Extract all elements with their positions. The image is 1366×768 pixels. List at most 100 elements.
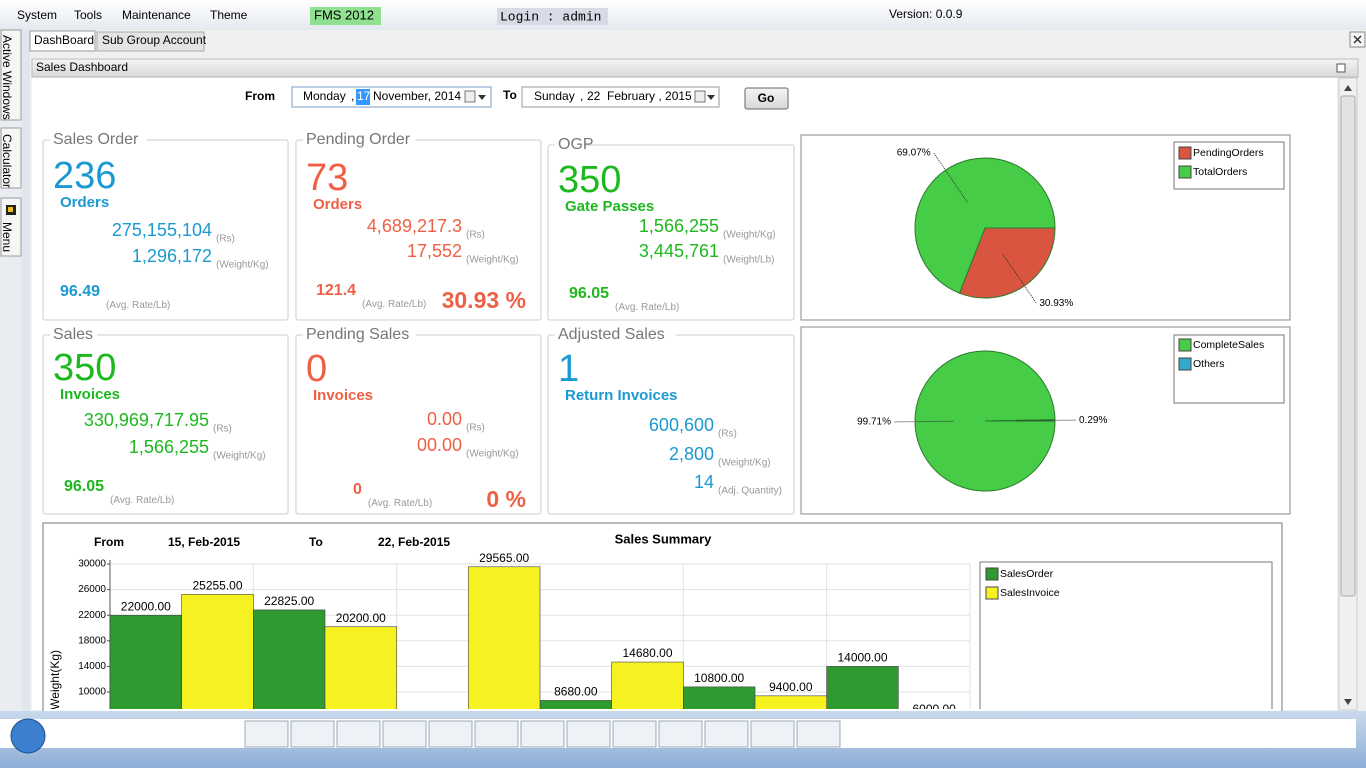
minimize-button[interactable] — [1337, 64, 1345, 72]
legend-swatch — [1179, 147, 1191, 159]
taskbar-button[interactable] — [613, 721, 656, 747]
taskbar-button[interactable] — [429, 721, 472, 747]
card-rate-value: 121.4 — [316, 282, 356, 299]
bar-value-label: 22000.00 — [121, 599, 171, 613]
card-count-label: Orders — [60, 194, 109, 211]
taskbar-button[interactable] — [291, 721, 334, 747]
taskbar-button[interactable] — [751, 721, 794, 747]
legend-swatch — [1179, 358, 1191, 370]
date-part[interactable]: , — [351, 89, 354, 103]
card-title: Pending Sales — [306, 326, 409, 343]
start-orb[interactable] — [11, 719, 45, 753]
legend-label: Others — [1193, 358, 1225, 370]
legend-swatch — [1179, 166, 1191, 178]
version: Version: 0.0.9 — [889, 7, 963, 21]
card-unit: (Rs) — [466, 423, 485, 434]
date-part[interactable]: 17 — [357, 89, 371, 103]
from-label: From — [245, 89, 275, 103]
bar-value-label: 14000.00 — [837, 651, 887, 665]
taskbar-button[interactable] — [475, 721, 518, 747]
legend-label: SalesInvoice — [1000, 587, 1060, 599]
taskbar-button[interactable] — [659, 721, 702, 747]
card-count: 350 — [558, 159, 621, 201]
pie-label: 30.93% — [1039, 298, 1073, 309]
taskbar-button[interactable] — [337, 721, 380, 747]
card-percent: 0 % — [486, 486, 526, 512]
tab-label[interactable]: Sub Group Account — [102, 33, 207, 47]
card-rate-unit: (Avg. Rate/Lb) — [615, 302, 679, 313]
date-part[interactable]: , — [580, 89, 583, 103]
y-tick-label: 30000 — [78, 559, 106, 570]
legend-swatch — [986, 587, 998, 599]
card-unit: (Rs) — [213, 424, 232, 435]
bar-value-label: 14680.00 — [622, 646, 672, 660]
card-value: 1,296,172 — [132, 246, 212, 266]
card-unit: (Weight/Kg) — [723, 230, 776, 241]
date-part[interactable]: November, 2014 — [373, 89, 461, 103]
taskbar-button[interactable] — [797, 721, 840, 747]
card-unit: (Weight/Kg) — [213, 451, 266, 462]
card-count: 73 — [306, 157, 348, 199]
card-unit: (Weight/Kg) — [718, 458, 771, 469]
card-value: 1,566,255 — [129, 437, 209, 457]
date-part[interactable]: Monday — [303, 89, 346, 103]
card-count-label: Gate Passes — [565, 198, 654, 215]
menu-item[interactable]: System — [17, 8, 57, 22]
bar-from-label: From — [94, 535, 124, 549]
card-unit: (Weight/Kg) — [466, 449, 519, 460]
side-tab-label[interactable]: Active Windows — [0, 35, 14, 120]
login: Login : admin — [500, 9, 601, 24]
card-title: Adjusted Sales — [558, 326, 665, 343]
card-count-label: Orders — [313, 196, 362, 213]
calendar-icon — [695, 91, 705, 102]
scroll-thumb[interactable] — [1341, 96, 1355, 596]
card-count-label: Invoices — [313, 387, 373, 404]
card-value: 330,969,717.95 — [84, 410, 209, 430]
y-tick-label: 14000 — [78, 661, 106, 672]
menu-item[interactable]: Theme — [210, 8, 248, 22]
card-value: 0.00 — [427, 409, 462, 429]
card-count-label: Invoices — [60, 386, 120, 403]
card-title: Pending Order — [306, 131, 411, 148]
legend-label: PendingOrders — [1193, 147, 1264, 159]
card-value: 1,566,255 — [639, 216, 719, 236]
tab-label[interactable]: DashBoard — [34, 33, 94, 47]
card-unit: (Weight/Lb) — [723, 255, 775, 266]
date-part[interactable]: February , 2015 — [607, 89, 692, 103]
to-label: To — [503, 88, 517, 102]
card-title: Sales — [53, 326, 93, 343]
side-tab-label[interactable]: Menu — [0, 222, 14, 252]
pie-label: 69.07% — [897, 147, 931, 158]
card-rate-value: 96.05 — [64, 478, 104, 495]
y-tick-label: 18000 — [78, 635, 106, 646]
date-part[interactable]: Sunday — [534, 89, 575, 103]
menu-item[interactable]: Maintenance — [122, 8, 191, 22]
card-count: 236 — [53, 155, 116, 197]
card-rate-value: 0 — [353, 481, 362, 498]
card-value: 4,689,217.3 — [367, 216, 462, 236]
menu-item[interactable]: Tools — [74, 8, 102, 22]
bar-value-label: 10800.00 — [694, 671, 744, 685]
card-title: OGP — [558, 136, 594, 153]
taskbar-button[interactable] — [521, 721, 564, 747]
y-tick-label: 10000 — [78, 687, 106, 698]
taskbar-button[interactable] — [383, 721, 426, 747]
bar-from: 15, Feb-2015 — [168, 535, 240, 549]
bar-value-label: 22825.00 — [264, 594, 314, 608]
card-percent: 30.93 % — [442, 287, 526, 313]
card-value: 17,552 — [407, 241, 462, 261]
taskbar-button[interactable] — [567, 721, 610, 747]
y-tick-label: 22000 — [78, 610, 106, 621]
pie-label: 0.29% — [1079, 415, 1107, 426]
legend-label: SalesOrder — [1000, 568, 1054, 580]
taskbar-button[interactable] — [705, 721, 748, 747]
go-label[interactable]: Go — [758, 91, 775, 105]
card-unit: (Rs) — [216, 234, 235, 245]
app-name: FMS 2012 — [314, 7, 374, 22]
date-part[interactable]: 22 — [587, 89, 601, 103]
bar-to: 22, Feb-2015 — [378, 535, 450, 549]
card-value: 14 — [694, 472, 714, 492]
side-tab-label[interactable]: Calculator — [0, 134, 14, 188]
taskbar-button[interactable] — [245, 721, 288, 747]
card-title: Sales Order — [53, 131, 139, 148]
